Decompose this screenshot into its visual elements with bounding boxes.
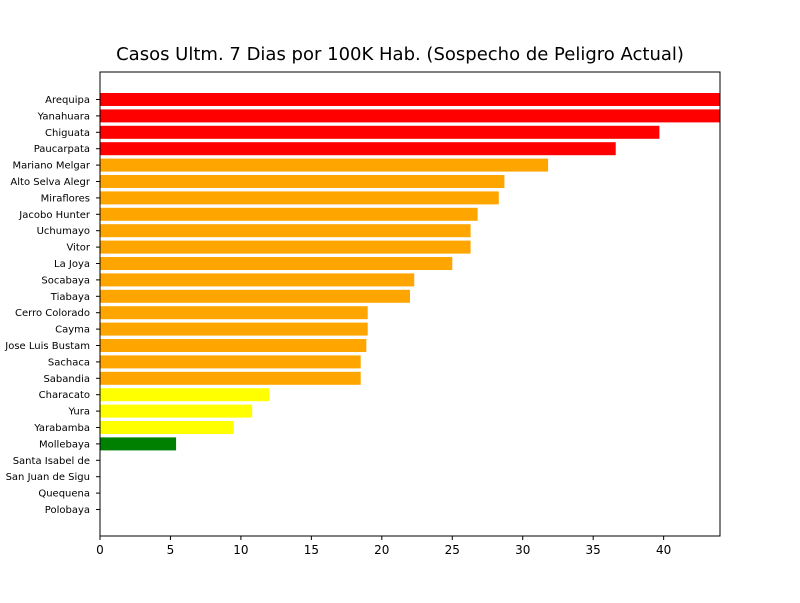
bar-4	[100, 158, 549, 172]
plot-frame	[99, 71, 721, 537]
bar-17	[100, 371, 361, 385]
bar-20	[100, 421, 234, 434]
bar-14	[100, 322, 368, 336]
y-tick-label-17: Sabandia	[43, 374, 90, 385]
x-tick-label-3: 15	[304, 543, 319, 557]
y-tick-label-14: Cayma	[55, 325, 90, 336]
bar-1	[100, 109, 720, 123]
x-tick-label-0: 0	[96, 543, 104, 557]
y-tick-label-16: Sachaca	[48, 357, 90, 368]
bar-8	[100, 224, 471, 238]
y-tick-label-23: San Juan de Sigu	[6, 472, 90, 483]
bar-3	[100, 142, 616, 156]
y-tick-label-8: Uchumayo	[37, 226, 90, 237]
y-tick-label-18: Characato	[39, 390, 90, 401]
x-tick-label-7: 35	[586, 543, 601, 557]
y-tick-label-25: Polobaya	[45, 505, 90, 516]
bar-10	[100, 257, 453, 270]
x-tick-label-8: 40	[656, 543, 671, 557]
bar-21	[100, 437, 177, 451]
y-tick-label-3: Paucarpata	[34, 144, 90, 155]
bar-11	[100, 273, 415, 287]
y-tick-label-2: Chiguata	[45, 128, 90, 139]
y-tick-label-5: Alto Selva Alegr	[10, 177, 90, 188]
bar-6	[100, 191, 499, 205]
y-tick-label-24: Quequena	[38, 489, 90, 500]
y-tick-label-13: Cerro Colorado	[15, 308, 90, 319]
x-tick-label-6: 30	[515, 543, 530, 557]
bar-19	[100, 404, 253, 418]
bar-5	[100, 175, 505, 188]
x-tick-label-2: 10	[233, 543, 248, 557]
y-tick-label-20: Yarabamba	[33, 423, 90, 434]
chart-title: Casos Ultm. 7 Dias por 100K Hab. (Sospec…	[116, 44, 684, 65]
y-tick-label-15: Jose Luis Bustam	[4, 341, 90, 352]
bar-18	[100, 388, 270, 402]
y-tick-label-7: Jacobo Hunter	[18, 210, 91, 221]
y-tick-label-22: Santa Isabel de	[13, 456, 90, 467]
x-tick-label-1: 5	[167, 543, 175, 557]
y-tick-label-10: La Joya	[54, 259, 90, 270]
bar-0	[100, 93, 720, 106]
y-tick-labels: Arequipa Yanahuara Chiguata Paucarpata Maria…	[4, 95, 100, 516]
bar-7	[100, 207, 478, 221]
x-axis: 0 5 10 15 20 25 30 35 40	[96, 536, 671, 557]
y-tick-label-12: Tiabaya	[50, 292, 90, 303]
bar-13	[100, 306, 368, 320]
y-tick-label-19: Yura	[67, 407, 90, 418]
y-tick-label-21: Mollebaya	[39, 439, 90, 450]
y-tick-label-1: Yanahuara	[37, 111, 90, 122]
x-tick-label-4: 20	[374, 543, 389, 557]
y-tick-label-11: Socabaya	[41, 275, 90, 286]
y-tick-label-9: Vitor	[66, 243, 90, 254]
bar-2	[100, 125, 660, 139]
bar-15	[100, 339, 367, 352]
bars-group	[100, 93, 720, 451]
y-tick-label-6: Miraflores	[41, 193, 90, 204]
bar-12	[100, 289, 410, 303]
y-tick-label-0: Arequipa	[45, 95, 90, 106]
bar-16	[100, 355, 361, 369]
bar-9	[100, 240, 471, 254]
x-tick-label-5: 25	[445, 543, 460, 557]
y-tick-label-4: Mariano Melgar	[12, 161, 90, 172]
